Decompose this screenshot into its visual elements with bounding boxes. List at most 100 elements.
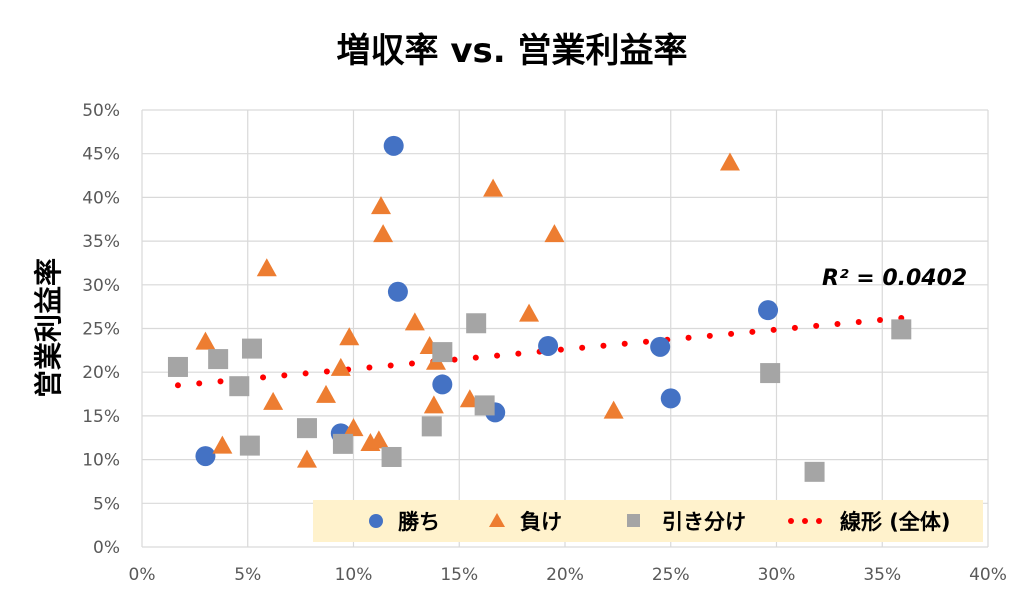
trendline-dot (728, 330, 735, 337)
point-lose (330, 357, 351, 376)
legend-marker-trend (788, 518, 822, 524)
y-tick-label: 30% (82, 276, 120, 296)
point-lose (343, 418, 364, 437)
point-win (387, 281, 408, 302)
legend: 勝ち 負け 引き分け 線形 (全体) (313, 500, 983, 542)
x-tick-label: 0% (129, 565, 156, 585)
point-lose (603, 400, 624, 419)
point-lose (256, 258, 277, 277)
axis-ticks: 0% 5% 10% 15% 20% 25% 30% 35% 40% 0% 5% 10% 15% 20% 25… (82, 101, 1007, 585)
trendline-dot (600, 342, 607, 349)
point-lose (296, 449, 317, 468)
point-draw (421, 416, 442, 437)
point-lose (316, 384, 337, 403)
point-lose (404, 312, 425, 331)
y-tick-label: 50% (82, 101, 120, 121)
y-tick-label: 15% (82, 407, 120, 427)
legend-label-trend: 線形 (全体) (840, 510, 951, 534)
point-lose (263, 391, 284, 410)
trendline-dot (472, 354, 479, 361)
point-draw (296, 418, 317, 439)
x-tick-label: 30% (758, 565, 796, 585)
trendline-dot (877, 316, 884, 323)
point-win (650, 336, 671, 357)
legend-label-lose: 負け (520, 510, 562, 534)
trendline-dot (302, 370, 309, 377)
point-draw (167, 356, 188, 377)
x-tick-label: 15% (440, 565, 478, 585)
trendline-dot (642, 338, 649, 345)
y-tick-label: 45% (82, 145, 120, 165)
point-draw (239, 435, 260, 456)
trendline-dot (855, 318, 862, 325)
point-lose (373, 224, 394, 243)
y-tick-label: 10% (82, 451, 120, 471)
point-draw (891, 319, 912, 340)
legend-marker-draw (627, 514, 640, 527)
chart-title: 増収率 vs. 営業利益率 (337, 31, 688, 71)
trendline-dot (791, 324, 798, 331)
point-draw (474, 395, 495, 416)
point-draw (208, 349, 229, 370)
trendline-dot (621, 340, 628, 347)
trendline-dot (323, 368, 330, 375)
legend-marker-win (369, 514, 383, 528)
point-lose (370, 196, 391, 215)
legend-label-win: 勝ち (398, 510, 440, 534)
point-draw (229, 376, 250, 397)
point-lose (544, 224, 565, 243)
grid-lines (141, 109, 989, 548)
y-axis-label: 営業利益率 (32, 258, 65, 398)
point-lose (195, 331, 216, 350)
trendline-dot (557, 346, 564, 353)
y-tick-label: 20% (82, 363, 120, 383)
point-win (195, 446, 216, 467)
point-draw (760, 363, 781, 384)
point-draw (241, 338, 262, 359)
y-tick-label: 40% (82, 188, 120, 208)
point-lose (519, 303, 540, 322)
trendline-dot (281, 372, 288, 379)
point-draw (804, 461, 825, 482)
x-tick-label: 25% (652, 565, 690, 585)
trendline-dot (451, 356, 458, 363)
data-points (167, 135, 912, 482)
trendline-dot (217, 378, 224, 385)
trendline-dot (579, 344, 586, 351)
point-lose (212, 435, 233, 454)
trendline-dot (749, 328, 756, 335)
trendline-dot (408, 360, 415, 367)
trendline-dot (770, 326, 777, 333)
trendline-dot (366, 364, 373, 371)
trendline-dot (685, 334, 692, 341)
trendline-dot (813, 322, 820, 329)
y-tick-label: 0% (93, 538, 120, 558)
trendline-dot (387, 362, 394, 369)
trendline-dot (174, 382, 181, 389)
x-tick-label: 35% (863, 565, 901, 585)
x-tick-label: 5% (234, 565, 261, 585)
trendline-dot (834, 320, 841, 327)
x-tick-label: 20% (546, 565, 584, 585)
legend-background (313, 500, 983, 542)
trendline-dot (260, 374, 267, 381)
point-win (432, 374, 453, 395)
x-tick-label: 40% (969, 565, 1007, 585)
y-tick-label: 5% (93, 494, 120, 514)
legend-label-draw: 引き分け (662, 510, 746, 534)
point-draw (381, 446, 402, 467)
legend-marker-lose (489, 513, 505, 527)
point-win (660, 388, 681, 409)
r-squared-label: R² = 0.0402 (822, 266, 967, 291)
point-win (758, 300, 779, 321)
point-lose (368, 430, 389, 449)
y-tick-label: 25% (82, 320, 120, 340)
point-win (383, 135, 404, 156)
y-tick-label: 35% (82, 232, 120, 252)
point-draw (466, 313, 487, 334)
x-tick-label: 10% (335, 565, 373, 585)
trendline (174, 315, 905, 389)
point-draw (432, 342, 453, 363)
trendline-dot (706, 332, 713, 339)
